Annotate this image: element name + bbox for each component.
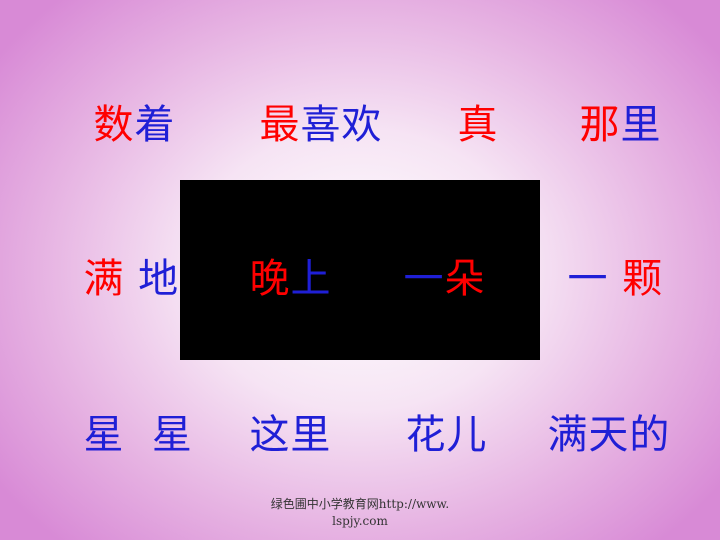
word-segment: 喜欢 [300,102,383,148]
word-xingxing: 星 星 [56,366,193,458]
word-segment: 上 [290,256,332,302]
word-segment: 最 [259,102,301,148]
word-mantiande: 满天的 [520,366,670,458]
word-zheli: 这里 [222,366,331,458]
word-wanshang: 晚上 [222,210,331,302]
word-huaer: 花儿 [378,366,487,458]
source-footer: 绿色圃中小学教育网http://www. lspjy.com [240,496,480,530]
word-segment: 朵 [444,256,486,302]
word-segment: 这里 [249,412,332,458]
black-overlay-box [180,180,540,360]
word-segment: 数 [93,102,135,148]
word-segment: 着 [134,102,176,148]
word-segment: 晚 [249,256,291,302]
word-segment: 那 [579,102,621,148]
word-segment: 真 [457,102,499,148]
word-segment: 一 [567,256,623,302]
word-yike: 一 颗 [540,210,663,302]
word-segment: 花儿 [405,412,488,458]
word-zhen: 真 [430,56,498,148]
word-segment: 星 星 [83,412,193,458]
footer-line-2: lspjy.com [332,514,388,528]
word-mandi: 满 地 [56,210,179,302]
word-nali: 那里 [552,56,661,148]
word-segment: 满天的 [547,412,671,458]
word-zuixihuan: 最喜欢 [232,56,382,148]
word-segment: 满 [83,256,125,302]
word-segment: 地 [124,256,180,302]
footer-line-1: 绿色圃中小学教育网http://www. [270,497,450,511]
word-segment: 颗 [622,256,664,302]
word-segment: 里 [620,102,662,148]
word-yiduo: 一朵 [376,210,485,302]
word-shuzhe: 数着 [66,56,175,148]
word-segment: 一 [403,256,445,302]
